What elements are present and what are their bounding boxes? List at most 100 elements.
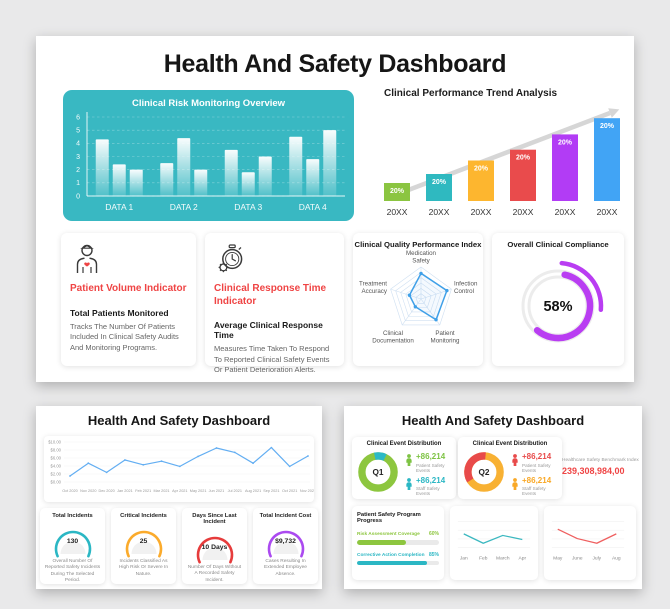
svg-text:20%: 20% <box>390 188 405 195</box>
svg-text:DATA 4: DATA 4 <box>299 202 327 212</box>
stat-value: +86,214 <box>416 475 446 485</box>
svg-text:Safety: Safety <box>412 258 430 265</box>
compliance-donut-chart: 58% <box>492 249 624 366</box>
svg-text:July: July <box>592 555 601 561</box>
gauge-value: 10 Days <box>201 544 228 551</box>
svg-text:Oct 2021: Oct 2021 <box>282 489 297 493</box>
risk-monitoring-chart: Clinical Risk Monitoring Overview 0 1 2 3 4 5 6… <box>63 90 354 221</box>
gauge-arc: 10 Days <box>182 527 247 565</box>
page-title: Health And Safety Dashboard <box>163 50 507 78</box>
svg-text:May: May <box>553 555 563 561</box>
progress-track <box>357 540 439 545</box>
event-card-title: Clinical Event Distribution <box>366 441 442 447</box>
q1-donut-chart: Q1 <box>355 449 401 500</box>
svg-text:May 2021: May 2021 <box>190 489 207 493</box>
gauge-description: Overall Number Of Reported Safety Incide… <box>44 559 101 584</box>
progress-label: Corrective Action Completion <box>357 552 425 558</box>
incident-cost-trend-card: Jan Feb March Apr <box>450 506 538 580</box>
benchmark-block: Healthcare Safety Benchmark Index 239,30… <box>562 458 642 476</box>
svg-text:Apr: Apr <box>519 555 527 561</box>
safety-program-progress-card: Patient Safety Program Progress Risk Ass… <box>352 506 444 580</box>
svg-text:$0.00: $0.00 <box>51 480 62 485</box>
indicator-card-title: Clinical Response Time Indicator <box>214 283 327 307</box>
indicator-card-body: Measures Time Taken To Respond To Report… <box>214 344 330 374</box>
total-incidents-card: Total Incidents 130 Overall Number Of Re… <box>40 508 105 584</box>
svg-text:March: March <box>496 555 510 561</box>
doctor-icon <box>70 243 187 275</box>
gauge-value: 25 <box>139 538 148 545</box>
svg-text:0: 0 <box>76 193 80 200</box>
svg-text:$2.00: $2.00 <box>51 472 62 477</box>
stopwatch-icon <box>214 243 335 275</box>
clinical-compliance-card: Overall Clinical Compliance 58% <box>492 233 624 366</box>
svg-text:Jan: Jan <box>460 555 468 561</box>
svg-text:Feb 2021: Feb 2021 <box>135 489 151 493</box>
patient-volume-indicator-card: Patient Volume Indicator Total Patients … <box>61 233 196 366</box>
stat-label: Patient Safety Events <box>416 462 445 473</box>
progress-track <box>357 560 439 565</box>
svg-text:20XX: 20XX <box>555 207 576 217</box>
quality-performance-radar-card: Clinical Quality Performance Index Medic… <box>353 233 483 366</box>
svg-text:3: 3 <box>76 154 80 161</box>
indicator-card-subtitle: Average Clinical Response Time <box>214 320 323 340</box>
svg-text:Mar 2021: Mar 2021 <box>154 489 170 493</box>
incident-dashboard-slide: Health And Safety Dashboard $0.00 $2.00 $4… <box>36 406 322 589</box>
panel-title: Health And Safety Dashboard <box>87 413 271 428</box>
gauge-arc: $9,732 <box>253 521 318 559</box>
svg-text:Q1: Q1 <box>372 468 383 477</box>
svg-text:6: 6 <box>76 114 80 121</box>
svg-text:2: 2 <box>76 167 80 174</box>
svg-text:$4.00: $4.00 <box>51 464 62 469</box>
svg-text:$10.00: $10.00 <box>48 440 61 445</box>
svg-text:Sep 2021: Sep 2021 <box>263 489 279 493</box>
svg-text:June: June <box>572 555 583 561</box>
gauge-value: $9,732 <box>275 538 296 545</box>
svg-text:Clinical: Clinical <box>383 330 403 337</box>
stat-value: +86,214 <box>416 452 446 461</box>
svg-text:Nov 2021: Nov 2021 <box>300 489 314 493</box>
performance-trend-chart: 20% 20XX 20% 20XX 20% 20XX 20% 20XX 20% 20XX 20% 20… <box>378 101 626 232</box>
gauge-description: Incidents Classified As High Risk Or Sev… <box>118 559 169 577</box>
gauge-title: Total Incidents <box>52 513 93 519</box>
svg-text:Dec 2020: Dec 2020 <box>98 489 114 493</box>
svg-text:Accuracy: Accuracy <box>362 288 388 295</box>
svg-text:20XX: 20XX <box>387 207 408 217</box>
svg-text:20%: 20% <box>558 139 573 146</box>
days-since-incident-card: Days Since Last Incident 10 Days Number … <box>182 508 247 584</box>
radar-chart-title: Clinical Quality Performance Index <box>354 240 482 249</box>
trend-chart-title: Clinical Performance Trend Analysis <box>384 88 558 99</box>
svg-text:20XX: 20XX <box>429 207 450 217</box>
indicator-card-body: Tracks The Number Of Patients Included I… <box>70 321 179 352</box>
progress-card-title: Patient Safety Program Progress <box>357 512 421 524</box>
cost-trend-chart: Jan Feb March Apr <box>454 511 534 568</box>
svg-text:1: 1 <box>76 180 80 187</box>
svg-text:Jun 2021: Jun 2021 <box>209 489 225 493</box>
svg-text:Feb: Feb <box>479 555 488 561</box>
critical-incidents-card: Critical Incidents 25 Incidents Classifi… <box>111 508 176 584</box>
gauge-title: Critical Incidents <box>120 513 167 519</box>
compliance-chart-title: Overall Clinical Compliance <box>507 240 609 249</box>
panel-title: Health And Safety Dashboard <box>401 413 585 428</box>
stat-row: +86,214 Staff Safety Events <box>405 475 453 496</box>
svg-text:Clinical Risk Monitoring Overv: Clinical Risk Monitoring Overview <box>132 98 286 109</box>
gauge-arc: 130 <box>40 521 105 559</box>
gauge-arc: 25 <box>111 521 176 559</box>
svg-text:20XX: 20XX <box>471 207 492 217</box>
quality-radar-chart: Medication Safety Infection Control Patient M… <box>353 249 483 362</box>
svg-text:20%: 20% <box>474 166 489 173</box>
svg-text:20XX: 20XX <box>597 207 618 217</box>
stat-value: +86,214 <box>522 452 552 461</box>
progress-item: Corrective Action Completion 85% <box>357 552 439 565</box>
stat-label: Staff Safety Events <box>416 486 440 496</box>
svg-text:$8.00: $8.00 <box>51 448 62 453</box>
gauge-cards-row: Total Incidents 130 Overall Number Of Re… <box>40 508 318 584</box>
stat-value: +86,214 <box>522 475 552 485</box>
svg-text:Medication: Medication <box>406 250 436 257</box>
q2-donut-chart: Q2 <box>461 449 507 500</box>
stat-row: +86,214 Patient Safety Events <box>511 453 559 473</box>
svg-text:Documentation: Documentation <box>372 338 414 345</box>
incident-cost-line-chart-card: $0.00 $2.00 $4.00 $6.00 $8.00 $10.00 Oct 2020 N… <box>44 436 316 502</box>
person-icon <box>511 453 519 471</box>
stat-label: Staff Safety Events <box>522 486 546 496</box>
